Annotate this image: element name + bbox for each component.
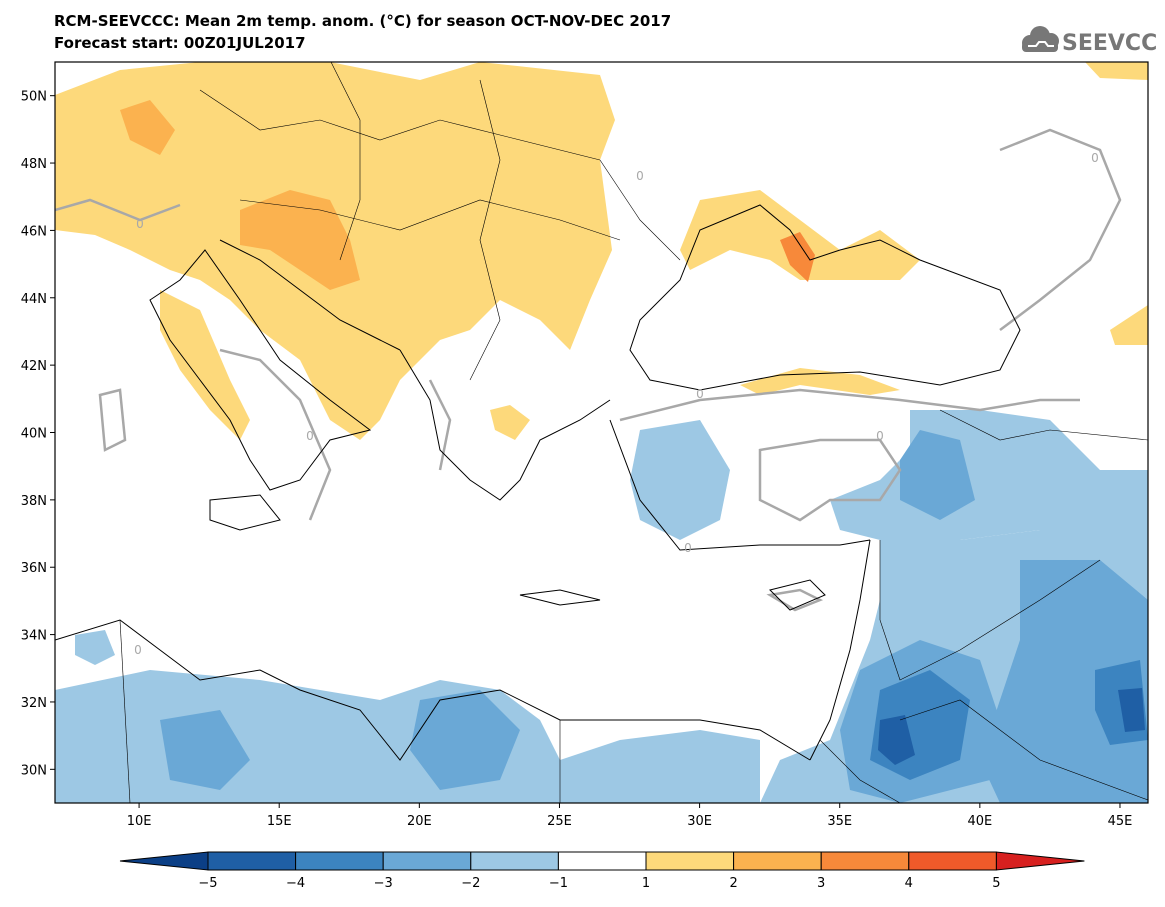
black-sea-coast xyxy=(629,204,1021,391)
lat-tick-label: 44N xyxy=(21,292,47,307)
colorbar: −5 −4 −3 −2 −1 1 2 3 4 5 xyxy=(119,851,1085,891)
colorbar-label: 1 xyxy=(642,876,650,891)
lon-tick-label: 40E xyxy=(967,814,992,829)
lat-tick-label: 50N xyxy=(21,90,47,105)
colorbar-segment xyxy=(295,851,384,871)
seevccc-logo: SEEVCCC xyxy=(1022,26,1156,56)
colorbar-segment xyxy=(382,851,472,871)
zero-contour-cyprus xyxy=(766,588,824,612)
colorbar-label: 2 xyxy=(729,876,737,891)
contour-label: 0 xyxy=(1091,151,1099,165)
longitude-axis: 10E 15E 20E 25E 30E 35E 40E 45E xyxy=(127,803,1133,829)
zero-contour-italy xyxy=(219,348,332,521)
contour-label: 0 xyxy=(876,429,884,443)
contour-label-layer: 0 0 0 0 0 0 0 0 xyxy=(134,151,1099,657)
greece-coast xyxy=(399,349,611,501)
colorbar-segment xyxy=(557,851,647,871)
cyprus-coast xyxy=(769,579,826,611)
zero-contour-black-sea xyxy=(619,388,1080,422)
contour-label: 0 xyxy=(136,217,144,231)
lat-tick-label: 32N xyxy=(21,696,47,711)
lat-tick-label: 46N xyxy=(21,224,47,239)
lat-tick-label: 34N xyxy=(21,629,47,644)
lat-tick-label: 48N xyxy=(21,157,47,172)
north-africa-coast xyxy=(55,619,811,761)
colorbar-below-triangle xyxy=(119,851,209,871)
cold-anomaly-region-east-turkey xyxy=(830,410,1148,540)
cold-anomaly-level2-libya xyxy=(160,710,250,790)
colorbar-label: −2 xyxy=(461,876,480,891)
lat-tick-label: 40N xyxy=(21,427,47,442)
colorbar-segment xyxy=(820,851,910,871)
colorbar-label: −5 xyxy=(198,876,217,891)
zero-contours xyxy=(55,128,1122,612)
cold-anomaly-level2-east xyxy=(900,430,975,520)
warm-anomaly-region-east-europe xyxy=(1085,62,1148,80)
levant-coast xyxy=(809,539,871,761)
coastlines xyxy=(55,204,1021,761)
colorbar-label: −1 xyxy=(549,876,568,891)
anatolia-south-coast xyxy=(609,419,871,551)
forecast-start-label: Forecast start: 00Z01JUL2017 xyxy=(54,34,306,52)
contour-label: 0 xyxy=(696,387,704,401)
cold-anomaly-region-anatolia xyxy=(630,420,730,540)
contour-label: 0 xyxy=(684,541,692,555)
cloud-icon xyxy=(1022,26,1059,52)
warm-anomaly-core-adriatic xyxy=(240,190,360,290)
cold-anomaly-region-tunisia xyxy=(75,630,115,665)
lat-tick-label: 38N xyxy=(21,494,47,509)
lon-tick-label: 35E xyxy=(827,814,852,829)
warm-anomaly-region-aegean xyxy=(490,405,530,440)
warm-anomaly-core-crimea xyxy=(780,232,815,282)
warm-anomaly-region-italy-west xyxy=(160,290,250,440)
sicily-coast xyxy=(209,494,281,531)
zero-contour-alps xyxy=(55,198,181,222)
contour-label: 0 xyxy=(636,169,644,183)
contour-label: 0 xyxy=(306,429,314,443)
latitude-axis: 50N 48N 46N 44N 42N 40N 38N 36N 34N 32N 30N xyxy=(21,90,55,778)
lat-tick-label: 30N xyxy=(21,763,47,778)
colorbar-label: 5 xyxy=(992,876,1000,891)
lat-tick-label: 42N xyxy=(21,359,47,374)
colorbar-label: −4 xyxy=(286,876,305,891)
cold-anomaly-level4-iraq xyxy=(1118,688,1145,732)
lon-tick-label: 30E xyxy=(687,814,712,829)
map-title: RCM-SEEVCCC: Mean 2m temp. anom. (°C) fo… xyxy=(54,12,672,30)
italy-coast xyxy=(149,249,372,491)
warm-anomaly-region-caucasus xyxy=(1110,305,1148,345)
colorbar-label: 3 xyxy=(817,876,825,891)
zero-contour-east xyxy=(999,128,1122,331)
lon-tick-label: 15E xyxy=(267,814,292,829)
colorbar-segment xyxy=(733,851,822,871)
zero-contour-sardinia xyxy=(98,388,127,452)
contour-label: 0 xyxy=(134,643,142,657)
cold-anomaly-level4-jordan xyxy=(878,715,915,765)
adriatic-coast-east xyxy=(219,239,401,351)
cold-anomaly-level2-syria xyxy=(980,560,1148,803)
colorbar-label: −3 xyxy=(374,876,393,891)
lon-tick-label: 10E xyxy=(127,814,152,829)
cold-anomaly-level2-egypt xyxy=(410,690,520,790)
warm-anomaly-core-germany xyxy=(120,100,175,155)
colorbar-segment xyxy=(908,851,997,871)
colorbar-above-triangle xyxy=(995,851,1085,871)
country-borders xyxy=(119,62,1148,803)
lat-tick-label: 36N xyxy=(21,561,47,576)
colorbar-segment xyxy=(207,851,297,871)
logo-text: SEEVCCC xyxy=(1062,31,1156,56)
colorbar-segment xyxy=(470,851,559,871)
zero-contour-anatolia xyxy=(758,438,902,522)
colorbar-segment xyxy=(645,851,735,871)
lon-tick-label: 45E xyxy=(1108,814,1133,829)
colorbar-label: 4 xyxy=(905,876,913,891)
crete-coast xyxy=(519,589,601,606)
lon-tick-label: 25E xyxy=(547,814,572,829)
map-field: 0 0 0 0 0 0 0 0 xyxy=(55,62,1148,803)
lon-tick-label: 20E xyxy=(407,814,432,829)
